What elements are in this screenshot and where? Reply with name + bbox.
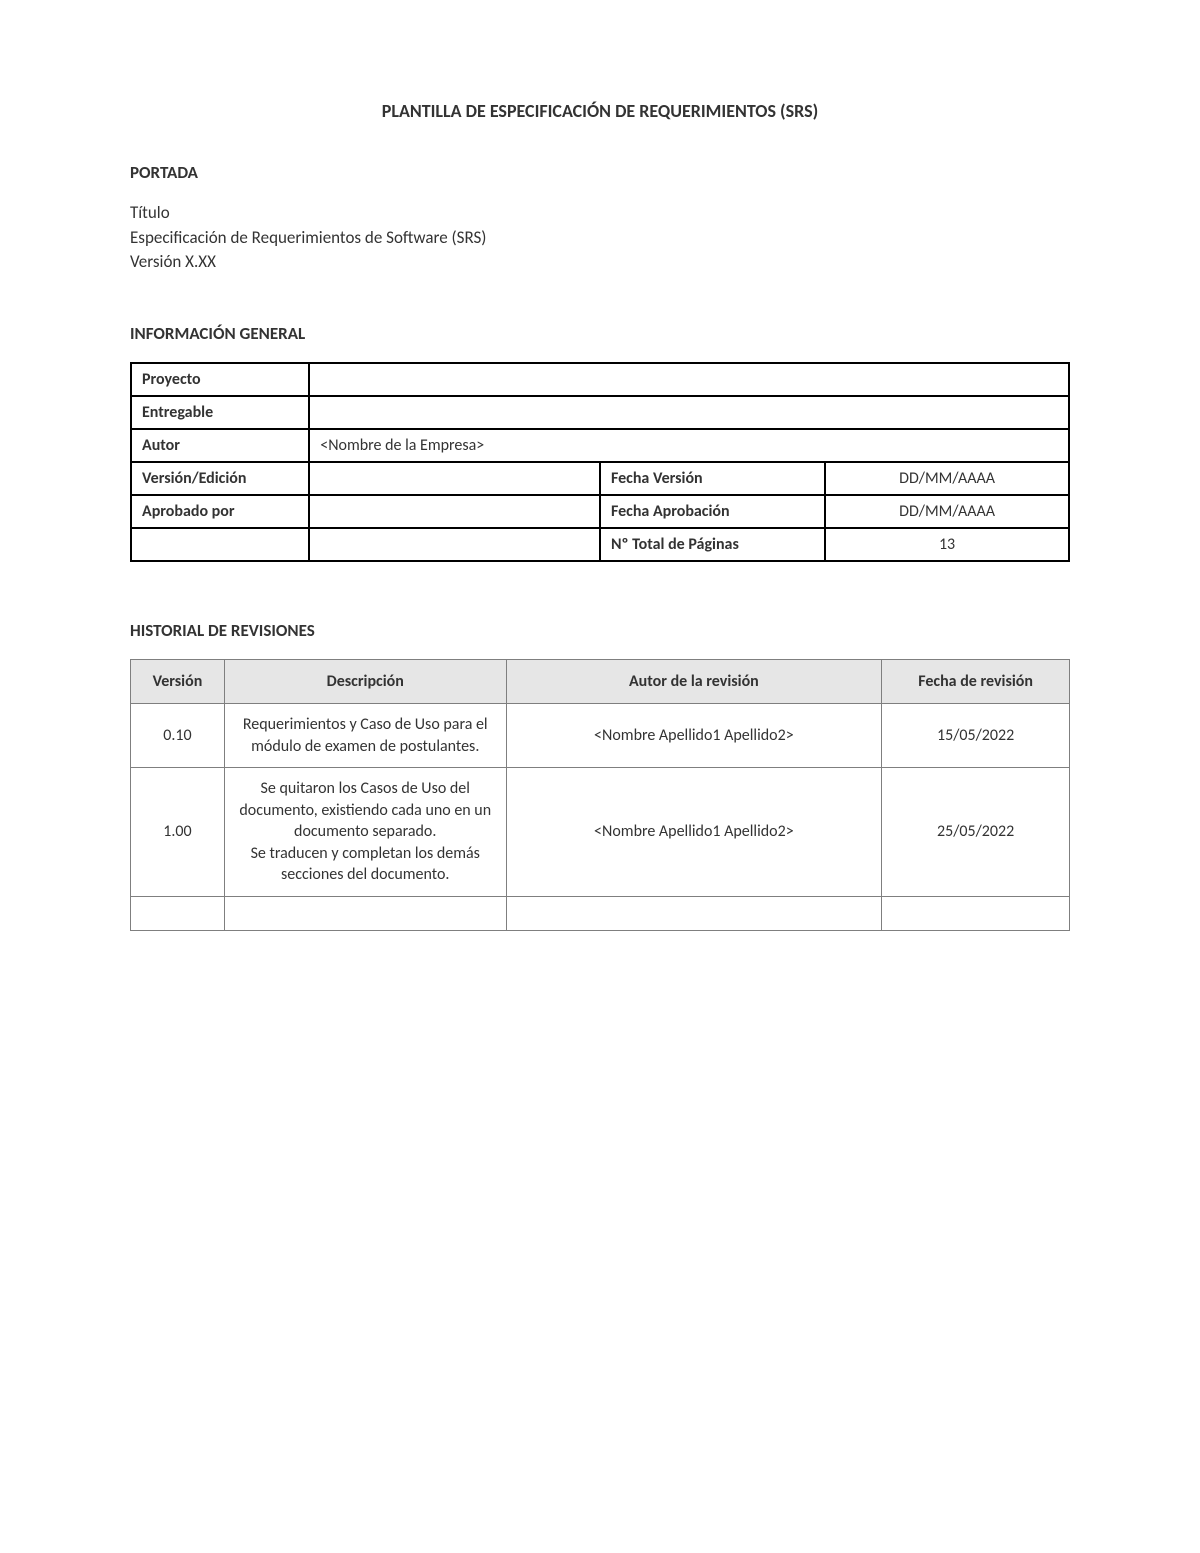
table-row: Nº Total de Páginas 13	[131, 528, 1069, 561]
cell-description: Se quitaron los Casos de Uso del documen…	[224, 768, 506, 897]
cell-author: <Nombre Apellido1 Apellido2>	[506, 768, 882, 897]
cell-description: Requerimientos y Caso de Uso para el mód…	[224, 703, 506, 767]
label-author: Autor	[131, 429, 309, 462]
label-deliverable: Entregable	[131, 396, 309, 429]
table-row: Entregable	[131, 396, 1069, 429]
cell-author: <Nombre Apellido1 Apellido2>	[506, 703, 882, 767]
col-header-author: Autor de la revisión	[506, 659, 882, 703]
cell-author	[506, 897, 882, 931]
value-version-edition	[309, 462, 600, 495]
cell-description	[224, 897, 506, 931]
col-header-version: Versión	[131, 659, 225, 703]
table-row: Aprobado por Fecha Aprobación DD/MM/AAAA	[131, 495, 1069, 528]
value-project	[309, 363, 1069, 396]
cover-line-subtitle: Especificación de Requerimientos de Soft…	[130, 226, 1070, 251]
document-title: PLANTILLA DE ESPECIFICACIÓN DE REQUERIMI…	[130, 100, 1070, 122]
value-empty	[309, 528, 600, 561]
table-row	[131, 897, 1070, 931]
value-author: <Nombre de la Empresa>	[309, 429, 1069, 462]
cover-lines: Título Especificación de Requerimientos …	[130, 201, 1070, 275]
cell-version: 0.10	[131, 703, 225, 767]
label-project: Proyecto	[131, 363, 309, 396]
col-header-date: Fecha de revisión	[882, 659, 1070, 703]
general-info-section: INFORMACIÓN GENERAL Proyecto Entregable …	[130, 323, 1070, 562]
col-header-description: Descripción	[224, 659, 506, 703]
revisions-table: Versión Descripción Autor de la revisión…	[130, 659, 1070, 931]
general-info-heading: INFORMACIÓN GENERAL	[130, 323, 1070, 344]
cell-version: 1.00	[131, 768, 225, 897]
label-version-edition: Versión/Edición	[131, 462, 309, 495]
value-version-date: DD/MM/AAAA	[825, 462, 1069, 495]
label-approval-date: Fecha Aprobación	[600, 495, 825, 528]
label-total-pages: Nº Total de Páginas	[600, 528, 825, 561]
cover-section: PORTADA Título Especificación de Requeri…	[130, 162, 1070, 275]
cell-date	[882, 897, 1070, 931]
cover-line-title: Título	[130, 201, 1070, 226]
value-approved-by	[309, 495, 600, 528]
table-row: Versión/Edición Fecha Versión DD/MM/AAAA	[131, 462, 1069, 495]
label-approved-by: Aprobado por	[131, 495, 309, 528]
table-row: Proyecto	[131, 363, 1069, 396]
label-empty	[131, 528, 309, 561]
cell-version	[131, 897, 225, 931]
revisions-section: HISTORIAL DE REVISIONES Versión Descripc…	[130, 620, 1070, 931]
value-deliverable	[309, 396, 1069, 429]
value-total-pages: 13	[825, 528, 1069, 561]
table-header-row: Versión Descripción Autor de la revisión…	[131, 659, 1070, 703]
table-row: 1.00 Se quitaron los Casos de Uso del do…	[131, 768, 1070, 897]
cover-line-version: Versión X.XX	[130, 250, 1070, 275]
revisions-heading: HISTORIAL DE REVISIONES	[130, 620, 1070, 641]
cover-heading: PORTADA	[130, 162, 1070, 183]
value-approval-date: DD/MM/AAAA	[825, 495, 1069, 528]
cell-date: 15/05/2022	[882, 703, 1070, 767]
table-row: Autor <Nombre de la Empresa>	[131, 429, 1069, 462]
table-row: 0.10 Requerimientos y Caso de Uso para e…	[131, 703, 1070, 767]
label-version-date: Fecha Versión	[600, 462, 825, 495]
cell-date: 25/05/2022	[882, 768, 1070, 897]
general-info-table: Proyecto Entregable Autor <Nombre de la …	[130, 362, 1070, 562]
